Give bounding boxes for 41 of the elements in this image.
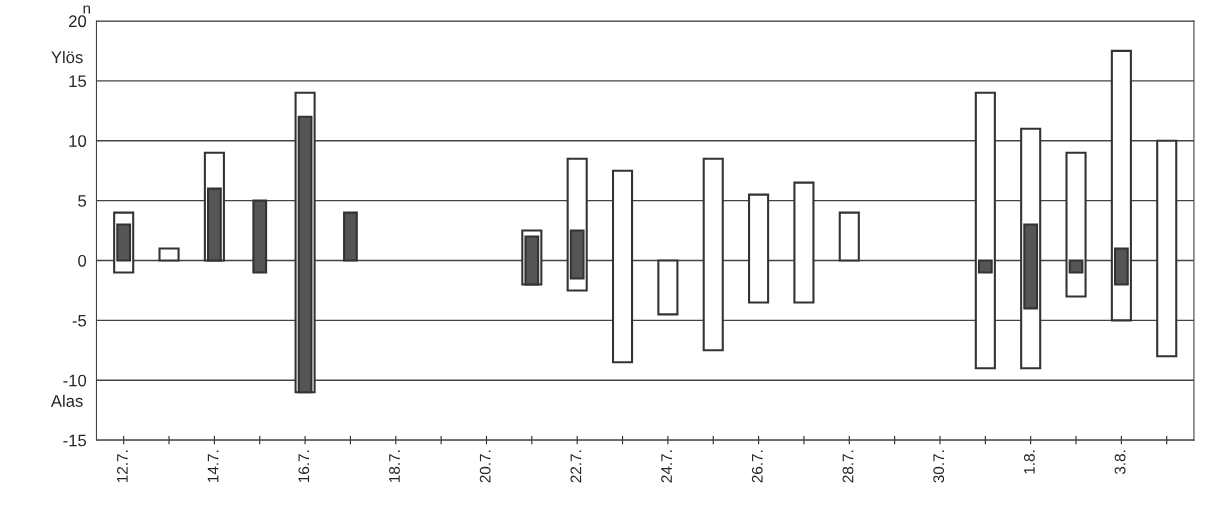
text: Alas [50, 394, 83, 407]
bar [1113, 247, 1129, 286]
bar [974, 91, 996, 370]
bar [793, 181, 815, 304]
x-tick-label: 14.7. [207, 450, 219, 482]
bar [611, 169, 634, 364]
x-tick-label: 30.7. [933, 450, 945, 483]
x-tick-label: 26.7. [751, 450, 763, 483]
y-axis-title: n [83, 5, 90, 14]
text: Ylös [51, 50, 83, 64]
bar [1068, 259, 1084, 274]
bar [977, 259, 993, 274]
bar [748, 193, 770, 304]
bar [1065, 151, 1087, 298]
bar [343, 211, 358, 262]
x-tick-label: 20.7. [479, 450, 491, 483]
x-tick-label: 16.7. [298, 450, 310, 482]
x-tick-label: 28.7. [842, 450, 854, 483]
bar [116, 223, 132, 262]
bar [252, 199, 268, 274]
bar [702, 157, 724, 352]
x-tick-label: 3.8. [1114, 450, 1126, 475]
y-tick-label: 15 [69, 75, 87, 88]
y-tick-label: 20 [69, 15, 87, 28]
bar [569, 229, 585, 280]
bar [1156, 139, 1178, 358]
y-tick-label: 5 [78, 195, 87, 207]
y-tick-label: 10 [69, 135, 87, 147]
x-tick-label: 1.8. [1023, 450, 1035, 474]
y-tick-label: -10 [63, 374, 87, 387]
bar [158, 247, 180, 262]
y-tick-label: 0 [78, 254, 87, 267]
bar [657, 259, 679, 316]
y-tick-label: -15 [63, 434, 87, 447]
x-tick-label: 18.7. [389, 450, 400, 482]
x-tick-label: 22.7. [570, 450, 582, 483]
bar [1023, 223, 1039, 310]
x-tick-label: 12.7. [116, 450, 128, 482]
x-tick-label: 24.7. [661, 450, 672, 483]
bar [838, 211, 860, 262]
y-tick-label: -5 [72, 314, 87, 327]
